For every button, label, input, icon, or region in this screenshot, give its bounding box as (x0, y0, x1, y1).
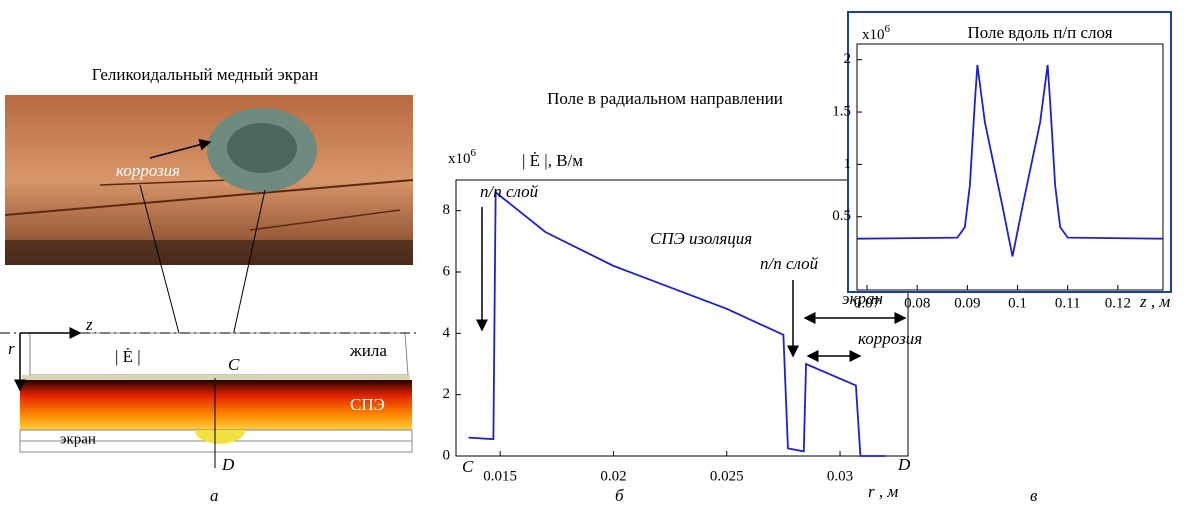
panel-label: б (615, 486, 624, 505)
x-tick-label: 0.1 (1008, 295, 1027, 311)
x-start-label: C (462, 457, 474, 476)
exponent-base: x10 (448, 151, 471, 167)
y-tick-label: 1 (844, 156, 852, 172)
panel-label: а (210, 486, 219, 505)
field-label: | Ė | (115, 347, 141, 366)
chart-title: Поле в радиальном направлении (547, 89, 783, 108)
y-tick-label: 4 (443, 325, 451, 341)
y-axis-label: | Ė |, В/м (522, 151, 583, 170)
exponent-power: 6 (885, 23, 891, 35)
y-tick-label: 0.5 (832, 208, 851, 224)
z-label: z (85, 315, 93, 334)
annotation: коррозия (858, 329, 922, 348)
inset-frame (848, 12, 1171, 292)
chart-title: Поле вдоль п/п слоя (967, 23, 1112, 42)
screen-label: экран (60, 431, 96, 447)
c-label: C (228, 355, 240, 374)
panel-label: в (1030, 486, 1038, 505)
photo (5, 95, 413, 265)
x-tick-label: 0.07 (854, 295, 881, 311)
y-tick-label: 0 (443, 447, 451, 463)
corrosion-label: коррозия (116, 161, 180, 180)
annotation: п/п слой (760, 254, 819, 273)
exponent-base: x10 (862, 27, 885, 43)
x-tick-label: 0.03 (827, 468, 853, 484)
x-tick-label: 0.02 (600, 468, 626, 484)
xlpe-label: СПЭ (350, 395, 385, 414)
x-tick-label: 0.015 (483, 468, 517, 484)
core-label: жила (349, 341, 387, 360)
y-tick-label: 2 (443, 386, 451, 402)
x-end-label: D (897, 455, 911, 474)
x-tick-label: 0.11 (1055, 295, 1081, 311)
figure: Геликоидальный медный экран коррозия z r… (0, 0, 1192, 510)
y-tick-label: 8 (443, 202, 451, 218)
d-label: D (221, 455, 235, 474)
y-tick-label: 6 (443, 263, 451, 279)
x-tick-label: 0.025 (710, 468, 744, 484)
x-tick-label: 0.12 (1105, 295, 1131, 311)
exponent-power: 6 (471, 147, 477, 159)
exponent: x106 (448, 147, 477, 168)
y-tick-label: 1.5 (832, 103, 851, 119)
x-axis-label: r , м (868, 482, 898, 501)
r-label: r (8, 339, 15, 358)
annotation: п/п слой (480, 182, 539, 201)
x-axis-label: z , м (1139, 292, 1170, 311)
x-tick-label: 0.09 (954, 295, 980, 311)
x-tick-label: 0.08 (904, 295, 930, 311)
annotation: СПЭ изоляция (650, 229, 752, 248)
photo-caption: Геликоидальный медный экран (92, 65, 318, 84)
y-tick-label: 2 (844, 51, 852, 67)
